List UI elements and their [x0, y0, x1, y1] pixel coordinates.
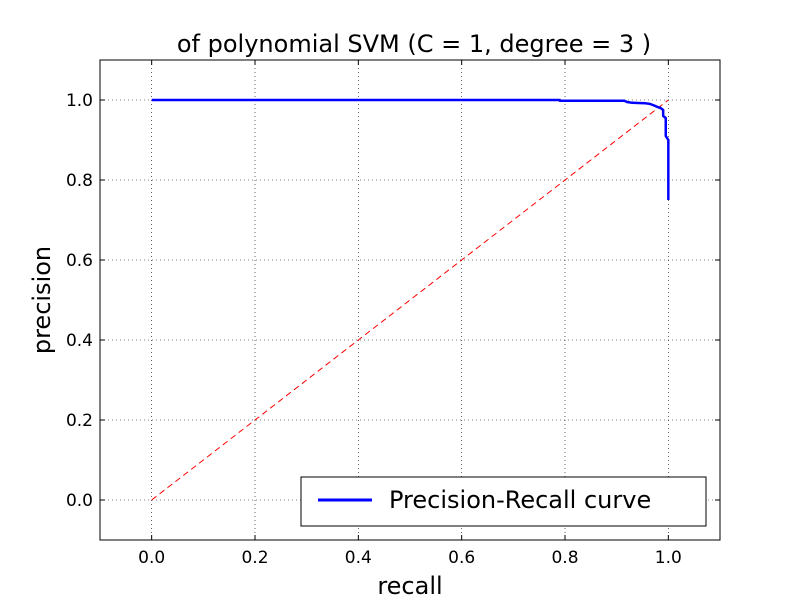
y-tick-label: 0.6 [66, 251, 93, 271]
y-tick-label: 0.2 [66, 411, 93, 431]
chart-title: of polynomial SVM (C = 1, degree = 3 ) [177, 30, 651, 58]
y-tick-label: 0.0 [66, 491, 93, 511]
series-layer [151, 98, 670, 501]
x-tick-label: 0.6 [448, 548, 475, 568]
x-tick-label: 0.4 [345, 548, 372, 568]
y-tick-label: 0.4 [66, 331, 93, 351]
x-tick-label: 1.0 [655, 548, 682, 568]
y-tick-label: 0.8 [66, 171, 93, 191]
y-axis-label: precision [28, 246, 56, 354]
x-tick-label: 0.8 [551, 548, 578, 568]
plot-frame [99, 59, 721, 541]
ticks: 0.0 0.2 0.4 0.6 0.8 1.0 0.0 0.2 0.4 0.6 0.8 1.0 [66, 60, 720, 568]
x-axis-label: recall [377, 572, 442, 600]
legend-label: Precision-Recall curve [389, 486, 651, 514]
reference-diagonal-line [151, 99, 669, 501]
x-tick-label: 0.2 [241, 548, 268, 568]
y-tick-label: 1.0 [66, 91, 93, 111]
precision-recall-line [151, 98, 670, 200]
x-tick-label: 0.0 [138, 548, 165, 568]
legend: Precision-Recall curve [300, 476, 707, 527]
